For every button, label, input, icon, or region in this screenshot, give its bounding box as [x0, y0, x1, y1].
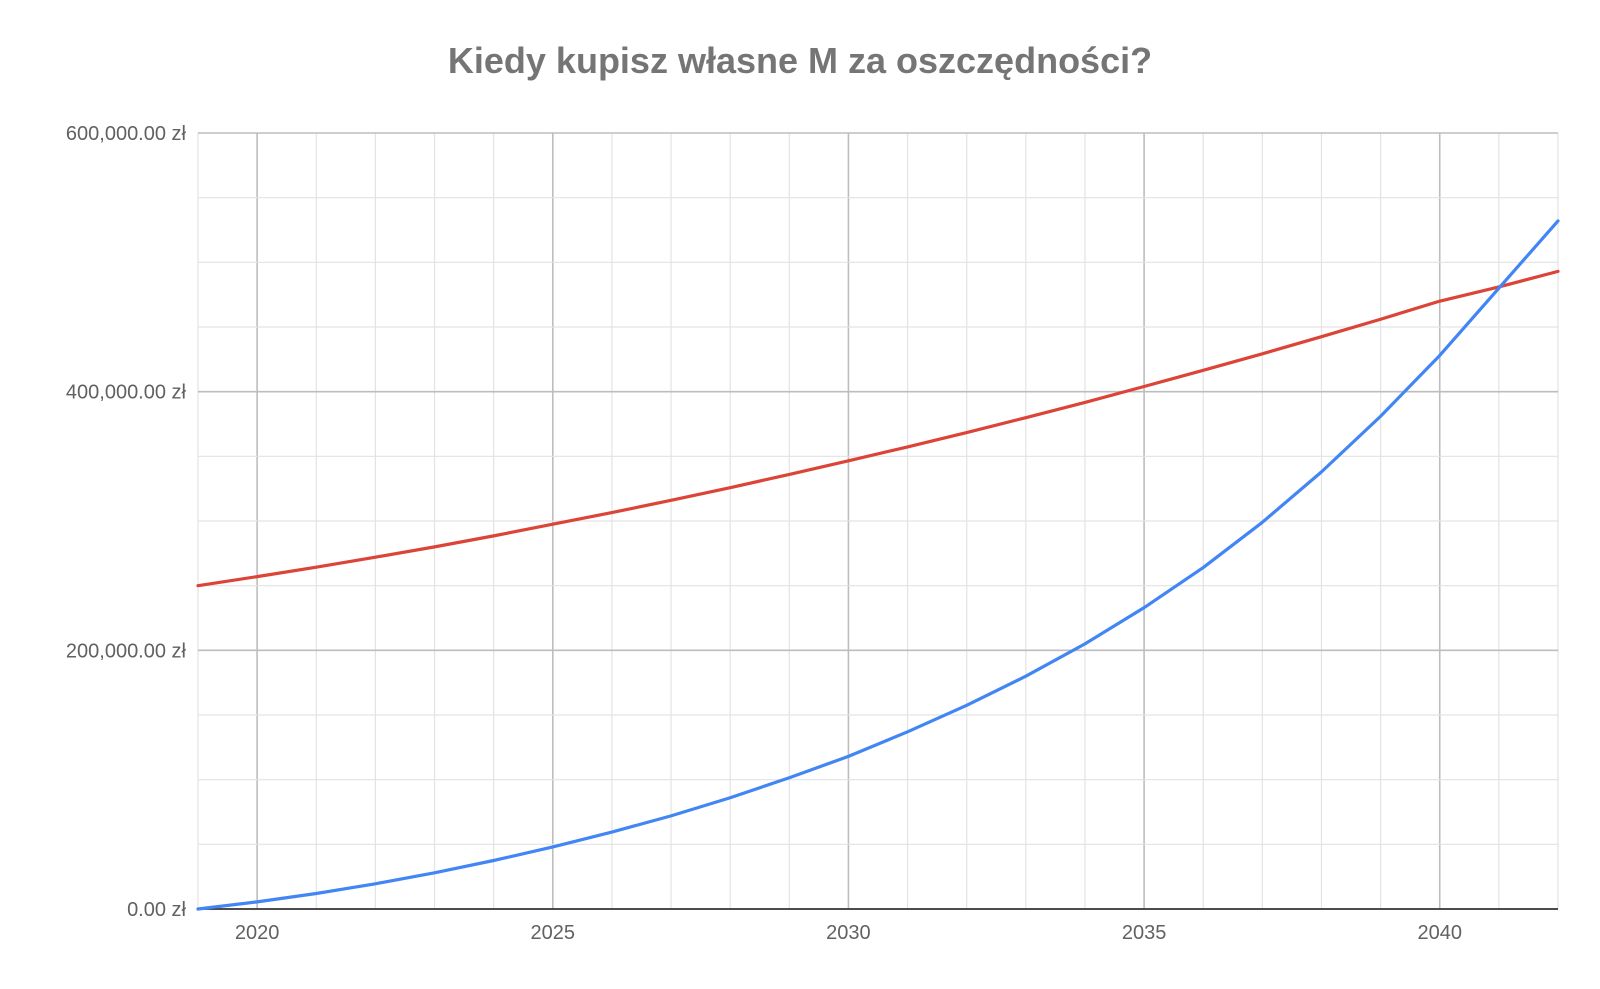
- series-line-2: [196, 219, 1560, 911]
- y-tick-label: 200,000.00 zł: [66, 640, 187, 662]
- x-tick-label: 2040: [1417, 922, 1462, 944]
- x-tick-label: 2025: [531, 922, 576, 944]
- x-tick-label: 2020: [235, 922, 280, 944]
- y-tick-label: 0.00 zł: [127, 899, 186, 921]
- x-tick-label: 2030: [826, 922, 871, 944]
- y-tick-label: 600,000.00 zł: [66, 123, 187, 145]
- series-line-1: [196, 269, 1560, 588]
- chart-title: Kiedy kupisz własne M za oszczędności?: [447, 40, 1153, 81]
- x-tick-label: 2035: [1122, 922, 1167, 944]
- y-tick-label: 400,000.00 zł: [66, 382, 187, 404]
